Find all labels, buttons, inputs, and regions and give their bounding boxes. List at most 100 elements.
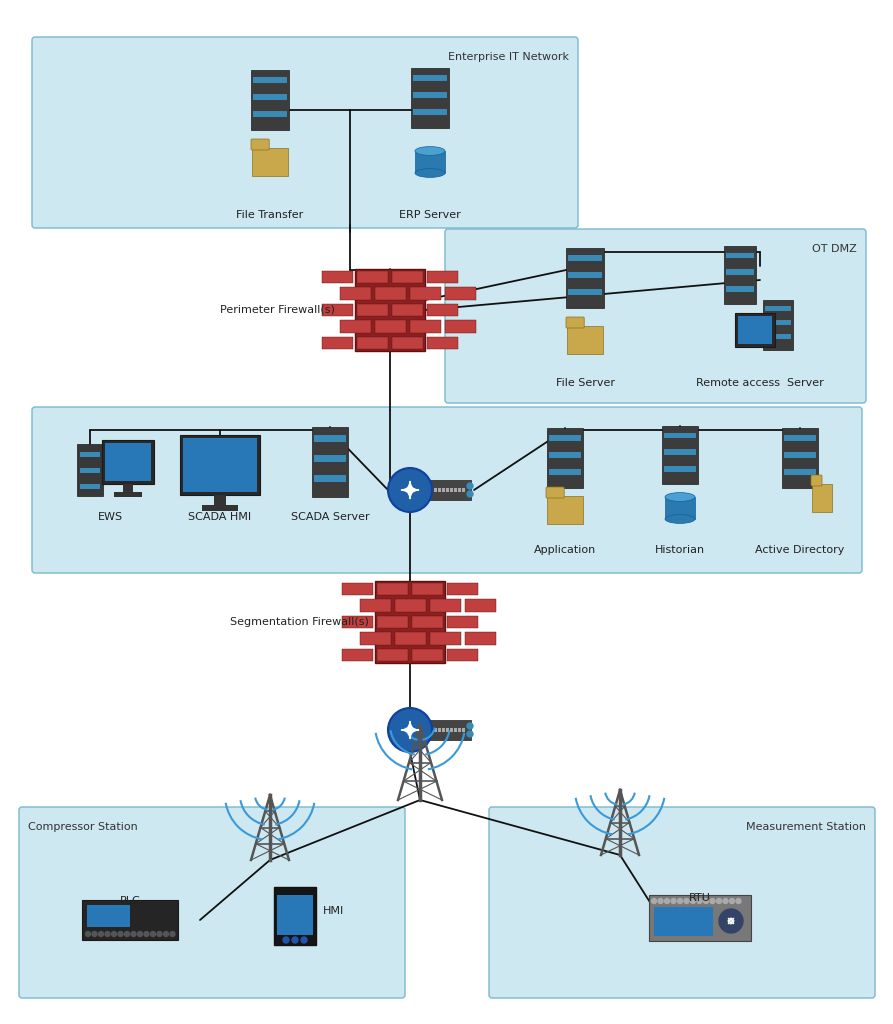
Text: EWS: EWS xyxy=(97,512,122,522)
Circle shape xyxy=(467,483,473,489)
Circle shape xyxy=(678,898,682,903)
Bar xyxy=(442,488,445,492)
Bar xyxy=(735,313,775,347)
Bar xyxy=(738,316,772,344)
FancyBboxPatch shape xyxy=(445,229,866,403)
Bar xyxy=(411,68,449,128)
Bar xyxy=(566,248,604,308)
Circle shape xyxy=(704,898,708,903)
Bar xyxy=(214,495,226,505)
Circle shape xyxy=(92,932,97,937)
Bar xyxy=(392,337,423,349)
Bar xyxy=(427,337,458,349)
Circle shape xyxy=(730,898,735,903)
Bar xyxy=(412,648,443,662)
Bar xyxy=(665,497,695,519)
Bar xyxy=(784,452,816,458)
Text: Perimeter Firewall(s): Perimeter Firewall(s) xyxy=(220,305,335,315)
Bar xyxy=(253,77,287,83)
Bar xyxy=(547,428,583,488)
Bar xyxy=(649,895,751,941)
Bar xyxy=(724,246,756,304)
Bar xyxy=(446,728,449,732)
Bar xyxy=(357,337,388,349)
Bar xyxy=(429,720,471,740)
Circle shape xyxy=(467,731,473,737)
Bar xyxy=(429,480,471,500)
Circle shape xyxy=(710,898,715,903)
Text: Remote access  Server: Remote access Server xyxy=(697,378,824,388)
Bar xyxy=(765,334,791,339)
Bar xyxy=(77,444,103,496)
Bar xyxy=(374,321,405,333)
Circle shape xyxy=(105,932,110,937)
Bar xyxy=(339,288,371,300)
FancyBboxPatch shape xyxy=(19,807,405,998)
Bar xyxy=(664,466,696,472)
Bar xyxy=(450,728,453,732)
Circle shape xyxy=(144,932,149,937)
Bar xyxy=(430,632,461,644)
Bar xyxy=(339,321,371,333)
Text: Application: Application xyxy=(534,545,597,555)
Bar xyxy=(427,271,458,284)
Bar xyxy=(87,905,130,927)
Circle shape xyxy=(388,708,432,752)
Text: ERP Server: ERP Server xyxy=(399,210,461,220)
Bar xyxy=(434,728,437,732)
Circle shape xyxy=(388,468,432,512)
Bar xyxy=(395,632,425,644)
Bar xyxy=(434,488,437,492)
Circle shape xyxy=(124,932,129,937)
Circle shape xyxy=(292,937,298,943)
Circle shape xyxy=(652,898,656,903)
Bar xyxy=(377,615,408,628)
Bar xyxy=(410,288,440,300)
Bar xyxy=(342,583,373,595)
Bar xyxy=(726,269,754,275)
Bar xyxy=(82,900,178,940)
Bar xyxy=(410,321,440,333)
Text: SCADA Server: SCADA Server xyxy=(291,512,370,522)
Bar xyxy=(547,496,583,524)
Bar xyxy=(377,648,408,662)
Text: SCADA HMI: SCADA HMI xyxy=(188,512,252,522)
Bar xyxy=(180,435,260,495)
Bar xyxy=(357,304,388,316)
FancyBboxPatch shape xyxy=(811,475,822,486)
Bar xyxy=(446,488,449,492)
Bar xyxy=(784,469,816,475)
Bar xyxy=(114,492,142,497)
Circle shape xyxy=(131,932,136,937)
Bar xyxy=(464,632,496,644)
Bar xyxy=(454,488,457,492)
Circle shape xyxy=(690,898,696,903)
Bar xyxy=(412,615,443,628)
Text: Enterprise IT Network: Enterprise IT Network xyxy=(448,52,569,62)
Bar xyxy=(342,615,373,628)
FancyBboxPatch shape xyxy=(546,487,564,498)
Bar xyxy=(80,468,100,473)
Bar xyxy=(183,438,257,492)
Circle shape xyxy=(736,898,741,903)
Bar xyxy=(314,475,346,482)
Bar xyxy=(458,488,461,492)
Bar xyxy=(726,286,754,292)
FancyBboxPatch shape xyxy=(251,139,269,150)
Bar xyxy=(274,887,316,945)
Bar xyxy=(427,304,458,316)
Text: File Transfer: File Transfer xyxy=(237,210,304,220)
Bar xyxy=(450,488,453,492)
Bar xyxy=(314,435,346,442)
Bar xyxy=(462,728,465,732)
Text: RTU: RTU xyxy=(689,893,711,903)
Bar xyxy=(322,271,353,284)
Bar xyxy=(277,895,313,935)
Circle shape xyxy=(719,909,743,933)
Bar xyxy=(454,728,457,732)
Bar xyxy=(202,505,238,511)
Circle shape xyxy=(138,932,143,937)
Bar xyxy=(415,151,445,173)
Bar xyxy=(80,452,100,457)
FancyBboxPatch shape xyxy=(566,317,584,328)
